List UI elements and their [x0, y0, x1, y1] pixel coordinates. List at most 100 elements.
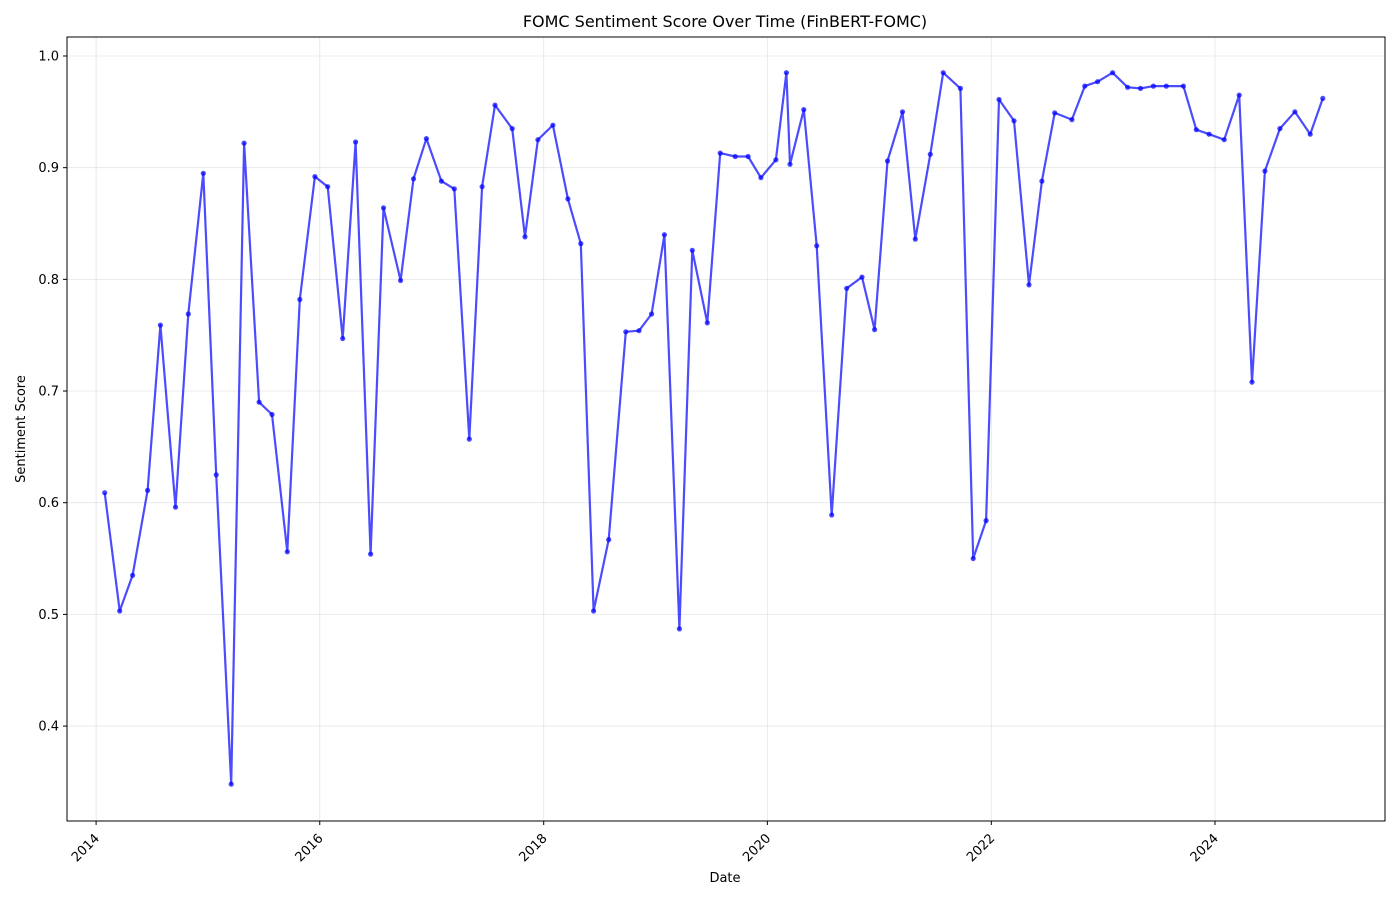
series-line: [103, 71, 1324, 786]
x-axis-label: Date: [709, 871, 740, 886]
data-point: [1082, 83, 1088, 89]
y-grid: [67, 55, 1385, 727]
data-point: [102, 490, 108, 496]
data-point: [623, 329, 629, 335]
data-point: [297, 296, 303, 303]
y-axis-label: Sentiment Score: [14, 375, 29, 483]
data-point: [745, 153, 751, 160]
data-point: [732, 153, 738, 160]
data-point: [996, 96, 1002, 103]
y-tick-label: 0.6: [38, 496, 59, 511]
data-point: [479, 184, 485, 190]
data-point: [1163, 83, 1169, 89]
data-point: [1125, 84, 1131, 90]
data-point: [773, 157, 779, 163]
data-point: [368, 551, 374, 557]
data-point: [284, 549, 290, 555]
data-point: [1110, 70, 1116, 76]
data-point: [717, 150, 723, 156]
data-point: [1193, 127, 1199, 133]
y-tick-label: 0.8: [38, 273, 59, 288]
y-ticks: 0.4 0.5 0.6 0.7 0.8 0.9 1.0: [38, 49, 67, 735]
plot-frame: [66, 36, 1386, 822]
data-point: [200, 170, 206, 176]
data-point: [451, 186, 457, 192]
data-point: [636, 328, 642, 334]
data-point: [256, 399, 262, 405]
data-point: [269, 411, 275, 418]
data-point: [410, 176, 417, 182]
data-point: [213, 472, 219, 478]
data-point: [983, 518, 989, 524]
data-point: [565, 196, 571, 202]
data-point: [466, 436, 472, 442]
data-point: [970, 555, 976, 562]
data-point: [649, 311, 655, 317]
data-point: [787, 161, 793, 167]
data-point: [814, 243, 820, 249]
data-point: [957, 85, 964, 91]
data-point: [844, 285, 850, 291]
x-grid: [95, 37, 1216, 821]
data-point: [606, 537, 612, 543]
data-point: [398, 277, 404, 284]
data-point: [1292, 109, 1298, 115]
y-tick-label: 0.5: [38, 608, 59, 623]
data-point: [1206, 131, 1212, 137]
data-point: [689, 247, 695, 253]
data-point: [661, 232, 668, 238]
data-point: [241, 140, 247, 146]
data-point: [117, 608, 123, 614]
data-point: [591, 608, 597, 614]
data-point: [829, 512, 835, 518]
data-point: [1307, 131, 1313, 137]
data-point: [758, 175, 764, 181]
data-point: [1069, 117, 1075, 123]
x-tick-label: 2018: [517, 831, 551, 865]
data-point: [509, 126, 515, 132]
data-point: [380, 205, 387, 211]
data-point: [783, 70, 790, 76]
data-point: [340, 335, 346, 342]
x-tick-label: 2014: [69, 831, 103, 865]
data-point: [872, 327, 878, 333]
series: [102, 70, 1326, 787]
data-point: [1221, 137, 1227, 143]
data-point: [1137, 85, 1144, 91]
x-ticks: 2014 2016 2018 2020 2022 2024: [69, 821, 1222, 865]
data-point: [1277, 126, 1283, 132]
data-point: [145, 487, 151, 493]
data-point: [1320, 95, 1326, 101]
data-point: [1011, 118, 1017, 124]
data-point: [884, 158, 891, 164]
data-point: [801, 107, 807, 113]
y-tick-label: 0.7: [38, 385, 59, 400]
data-point: [185, 311, 191, 317]
data-point: [535, 137, 541, 143]
x-tick-label: 2022: [964, 831, 998, 865]
x-tick-label: 2020: [740, 831, 774, 865]
data-point: [1249, 379, 1255, 385]
data-point: [1052, 110, 1058, 116]
x-tick-label: 2016: [293, 831, 327, 865]
data-point: [1180, 83, 1186, 89]
data-point: [492, 102, 498, 108]
data-point: [1039, 178, 1045, 184]
y-tick-label: 0.9: [38, 161, 59, 176]
data-point: [1150, 83, 1156, 89]
data-point: [130, 572, 136, 578]
chart-title: FOMC Sentiment Score Over Time (FinBERT-…: [523, 12, 927, 31]
data-point: [859, 274, 865, 280]
y-tick-label: 1.0: [38, 49, 59, 64]
data-point: [940, 70, 946, 76]
data-point: [927, 151, 933, 157]
data-point: [353, 139, 359, 145]
y-tick-label: 0.4: [38, 720, 59, 735]
data-point: [1236, 92, 1242, 98]
data-point: [157, 322, 163, 328]
data-point: [704, 320, 710, 326]
data-point: [438, 178, 444, 184]
data-point: [522, 234, 528, 240]
data-point: [676, 626, 683, 632]
data-point: [578, 241, 584, 247]
